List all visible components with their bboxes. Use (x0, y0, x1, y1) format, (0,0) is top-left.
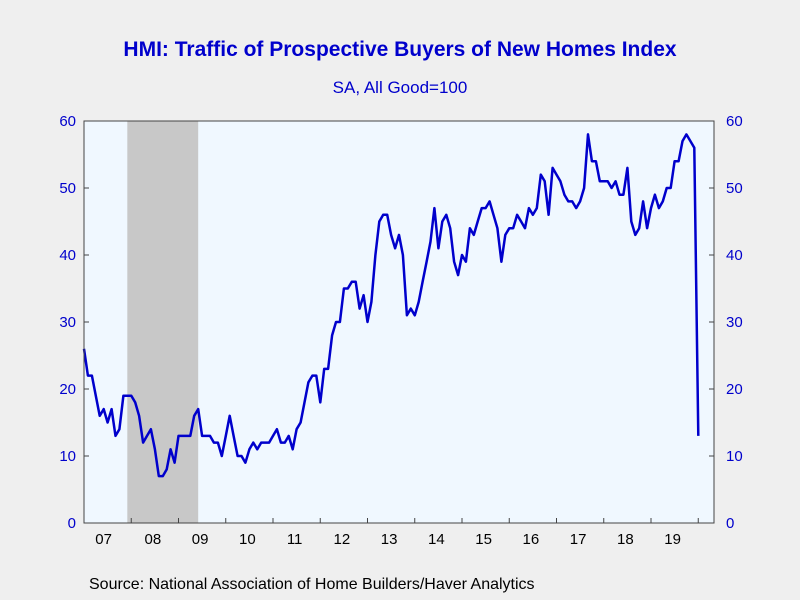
x-tick-label: 13 (381, 531, 398, 548)
y-right-tick-label: 50 (726, 180, 743, 197)
y-left-tick-label: 30 (59, 314, 76, 331)
y-left-tick-label: 40 (59, 247, 76, 264)
y-left-tick-label: 10 (59, 448, 76, 465)
recession-band-0 (127, 121, 199, 523)
chart-subtitle: SA, All Good=100 (332, 78, 468, 97)
source-note: Source: National Association of Home Bui… (89, 576, 535, 593)
y-right-tick-label: 30 (726, 314, 743, 331)
x-tick-label: 15 (475, 531, 492, 548)
y-right-tick-label: 20 (726, 381, 743, 398)
x-tick-label: 16 (523, 531, 540, 548)
y-left-tick-label: 50 (59, 180, 76, 197)
y-left-tick-label: 0 (68, 515, 76, 532)
x-tick-label: 08 (145, 531, 162, 548)
x-tick-label: 12 (334, 531, 351, 548)
x-tick-label: 11 (287, 531, 303, 548)
recession-layer (127, 121, 199, 523)
x-tick-label: 18 (617, 531, 634, 548)
y-right-tick-label: 0 (726, 515, 734, 532)
x-tick-label: 19 (664, 531, 681, 548)
y-right-tick-label: 40 (726, 247, 743, 264)
chart-svg: 0 10 20 30 40 50 60 0 10 20 30 40 50 60 07 08 09 10 11 12 13… (59, 113, 742, 548)
y-right-tick-label: 60 (726, 113, 743, 130)
x-tick-label: 14 (428, 531, 445, 548)
axis-layer: 0 10 20 30 40 50 60 0 10 20 30 40 50 60 07 08 09 10 11 12 13… (59, 113, 742, 548)
x-tick-label: 09 (192, 531, 209, 548)
chart-title: HMI: Traffic of Prospective Buyers of Ne… (123, 38, 677, 61)
y-left-tick-label: 20 (59, 381, 76, 398)
x-tick-label: 10 (239, 531, 256, 548)
series-layer (82, 133, 700, 478)
x-tick-label: 07 (95, 531, 112, 548)
x-tick-label: 17 (570, 531, 587, 548)
series-line-0 (82, 133, 700, 478)
y-right-tick-label: 10 (726, 448, 743, 465)
y-left-tick-label: 60 (59, 113, 76, 130)
